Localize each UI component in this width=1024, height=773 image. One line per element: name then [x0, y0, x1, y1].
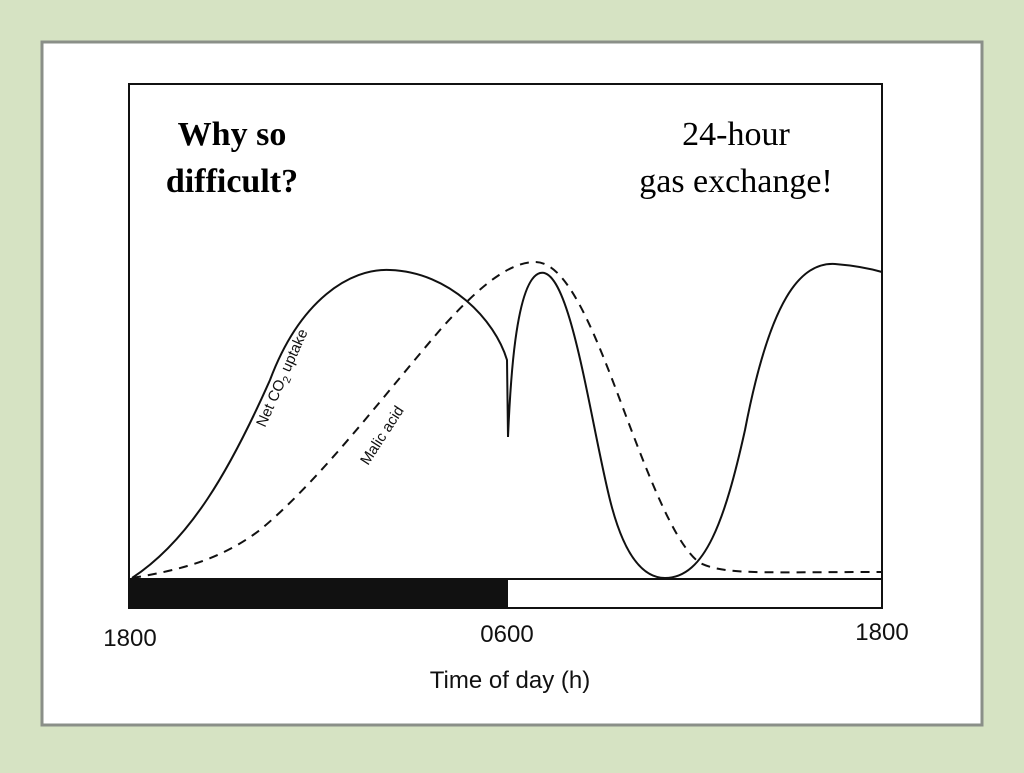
note-line: gas exchange!	[639, 163, 833, 200]
axis-label: 1800	[103, 625, 156, 652]
malic-acid-curve	[131, 260, 883, 579]
axis-title: Time of day (h)	[430, 667, 591, 694]
co2-uptake-curve	[131, 262, 883, 580]
axis-label: 0600	[480, 621, 533, 648]
note-line: 24-hour	[682, 116, 790, 153]
night-bar	[130, 580, 508, 608]
label-part: 2	[281, 375, 294, 385]
title-line: Why so	[178, 116, 287, 153]
axis-label: 1800	[855, 619, 908, 646]
title-line: difficult?	[166, 163, 298, 200]
